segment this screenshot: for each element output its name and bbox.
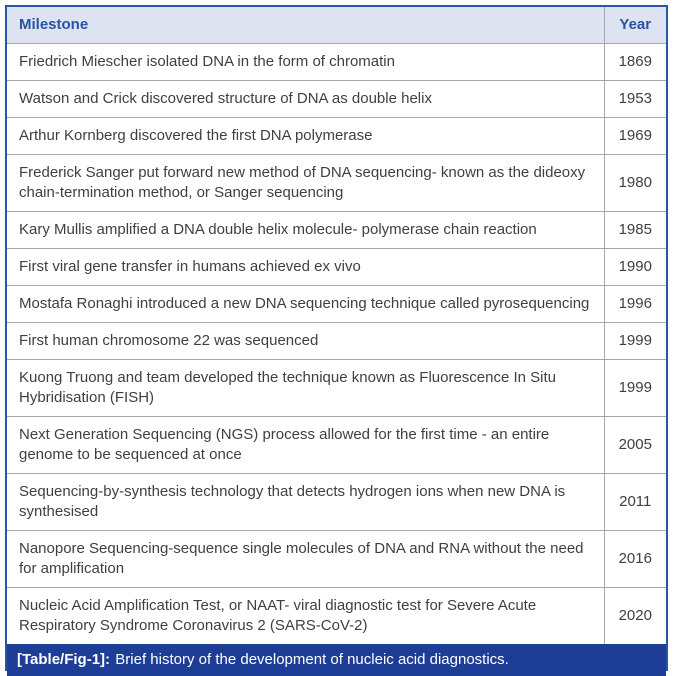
- milestone-cell: First human chromosome 22 was sequenced: [7, 322, 605, 360]
- year-cell: 1996: [603, 285, 666, 323]
- caption-label: [Table/Fig-1]:: [17, 651, 111, 668]
- milestone-cell: First viral gene transfer in humans achi…: [7, 248, 605, 286]
- table-row: Kuong Truong and team developed the tech…: [7, 359, 666, 417]
- milestones-table: Milestone Year Friedrich Miescher isolat…: [7, 7, 666, 644]
- table-row: Sequencing-by-synthesis technology that …: [7, 473, 666, 531]
- milestone-cell: Arthur Kornberg discovered the first DNA…: [7, 117, 605, 155]
- milestone-cell: Next Generation Sequencing (NGS) process…: [7, 416, 605, 474]
- table-row: First viral gene transfer in humans achi…: [7, 248, 666, 286]
- table-row: Friedrich Miescher isolated DNA in the f…: [7, 43, 666, 81]
- year-cell: 1990: [603, 248, 666, 286]
- year-cell: 1980: [603, 154, 666, 212]
- year-cell: 2020: [603, 587, 666, 644]
- milestone-cell: Nanopore Sequencing-sequence single mole…: [7, 530, 605, 588]
- year-cell: 1985: [603, 211, 666, 249]
- milestones-table-figure: Milestone Year Friedrich Miescher isolat…: [5, 5, 668, 676]
- table-caption: [Table/Fig-1]: Brief history of the devel…: [7, 644, 666, 676]
- year-cell: 1999: [603, 322, 666, 360]
- column-header-year: Year: [603, 7, 666, 44]
- table-row: Mostafa Ronaghi introduced a new DNA seq…: [7, 285, 666, 323]
- milestone-cell: Friedrich Miescher isolated DNA in the f…: [7, 43, 605, 81]
- header-row: Milestone Year: [7, 7, 666, 44]
- year-cell: 1953: [603, 80, 666, 118]
- year-cell: 2016: [603, 530, 666, 588]
- table-row: Nucleic Acid Amplification Test, or NAAT…: [7, 587, 666, 644]
- milestone-cell: Kary Mullis amplified a DNA double helix…: [7, 211, 605, 249]
- milestone-cell: Nucleic Acid Amplification Test, or NAAT…: [7, 587, 605, 644]
- table-row: Frederick Sanger put forward new method …: [7, 154, 666, 212]
- milestone-cell: Sequencing-by-synthesis technology that …: [7, 473, 605, 531]
- milestone-cell: Watson and Crick discovered structure of…: [7, 80, 605, 118]
- column-header-milestone: Milestone: [7, 7, 605, 44]
- table-row: Next Generation Sequencing (NGS) process…: [7, 416, 666, 474]
- table-row: Kary Mullis amplified a DNA double helix…: [7, 211, 666, 249]
- milestone-cell: Frederick Sanger put forward new method …: [7, 154, 605, 212]
- milestone-cell: Mostafa Ronaghi introduced a new DNA seq…: [7, 285, 605, 323]
- table-row: Nanopore Sequencing-sequence single mole…: [7, 530, 666, 588]
- table-row: Arthur Kornberg discovered the first DNA…: [7, 117, 666, 155]
- table-row: First human chromosome 22 was sequenced 1…: [7, 322, 666, 360]
- table-body: Friedrich Miescher isolated DNA in the f…: [7, 43, 666, 644]
- year-cell: 2005: [603, 416, 666, 474]
- caption-text: Brief history of the development of nucl…: [115, 651, 509, 668]
- year-cell: 1999: [603, 359, 666, 417]
- milestone-cell: Kuong Truong and team developed the tech…: [7, 359, 605, 417]
- year-cell: 1969: [603, 117, 666, 155]
- table-row: Watson and Crick discovered structure of…: [7, 80, 666, 118]
- year-cell: 1869: [603, 43, 666, 81]
- year-cell: 2011: [603, 473, 666, 531]
